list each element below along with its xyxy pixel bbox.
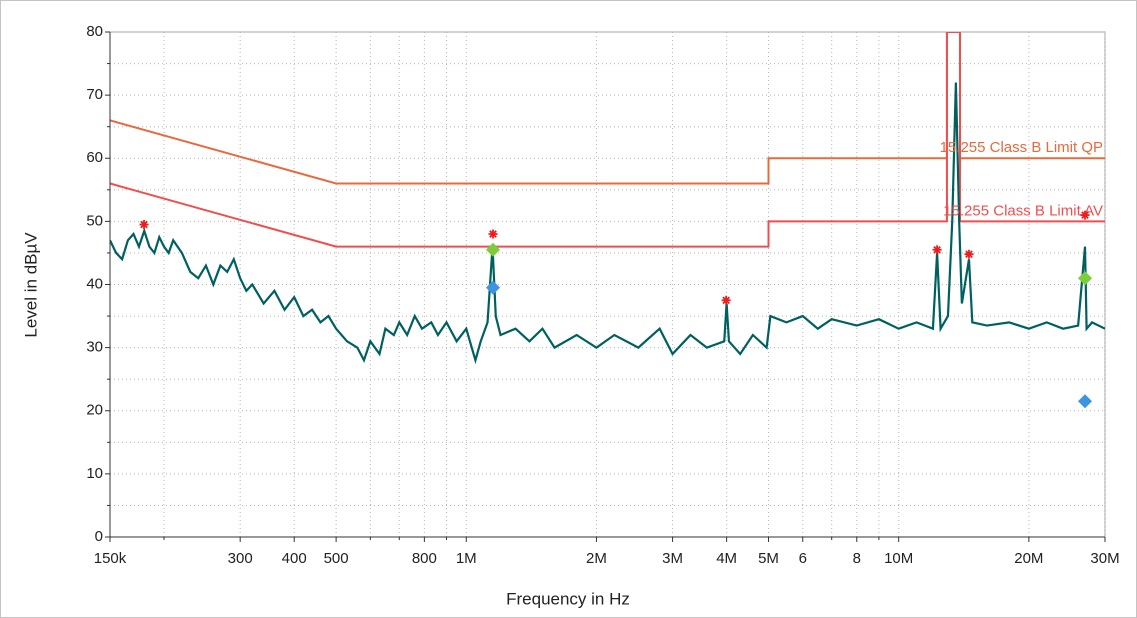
diamond-marker: [1078, 271, 1093, 286]
axes: 0 10 20 30 40 50 60 70 80 150k 300 400 500 800 1M 2M 3M 4…: [86, 23, 1119, 567]
grid: [109, 31, 1106, 538]
line-label: 15.255 Class B Limit AV: [943, 202, 1103, 219]
y-axis-label: Level in dBµV: [21, 232, 40, 338]
x-tick-label: 6: [799, 550, 807, 567]
x-tick-label: 20M: [1014, 550, 1043, 567]
x-tick-label: 150k: [94, 550, 127, 567]
x-tick-label: 1M: [456, 550, 477, 567]
x-axis-label: Frequency in Hz: [506, 589, 630, 608]
y-tick-label: 50: [86, 212, 103, 229]
y-tick-label: 70: [86, 86, 103, 103]
y-tick-label: 0: [95, 528, 103, 545]
x-tick-label: 30M: [1090, 550, 1119, 567]
y-tick-label: 40: [86, 275, 103, 292]
y-tick-label: 20: [86, 402, 103, 419]
peak-marker: [932, 245, 942, 255]
x-tick-label: 4M: [716, 550, 737, 567]
y-tick-label: 10: [86, 465, 103, 482]
y-tick-label: 30: [86, 339, 103, 356]
diamond-marker: [1078, 394, 1093, 409]
x-tick-label: 5M: [758, 550, 779, 567]
x-tick-label: 2M: [586, 550, 607, 567]
line-label: 15.255 Class B Limit QP: [940, 139, 1103, 156]
x-tick-label: 400: [282, 550, 307, 567]
limit-line: [110, 32, 1105, 248]
y-tick-label: 80: [86, 23, 103, 40]
trace: [110, 82, 1105, 365]
peak-marker: [139, 220, 149, 230]
x-tick-label: 10M: [884, 550, 913, 567]
x-tick-label: 300: [228, 550, 253, 567]
plot-area: [110, 32, 1105, 365]
x-tick-label: 500: [324, 550, 349, 567]
x-tick-label: 3M: [662, 550, 683, 567]
peak-marker: [721, 295, 731, 305]
peak-marker: [488, 229, 498, 239]
x-tick-label: 800: [412, 550, 437, 567]
x-tick-label: 8: [853, 550, 861, 567]
y-tick-label: 60: [86, 149, 103, 166]
peak-marker: [964, 249, 974, 259]
diamond-marker: [486, 242, 501, 257]
peak-marker: [1080, 210, 1090, 220]
diamond-marker: [486, 280, 501, 295]
